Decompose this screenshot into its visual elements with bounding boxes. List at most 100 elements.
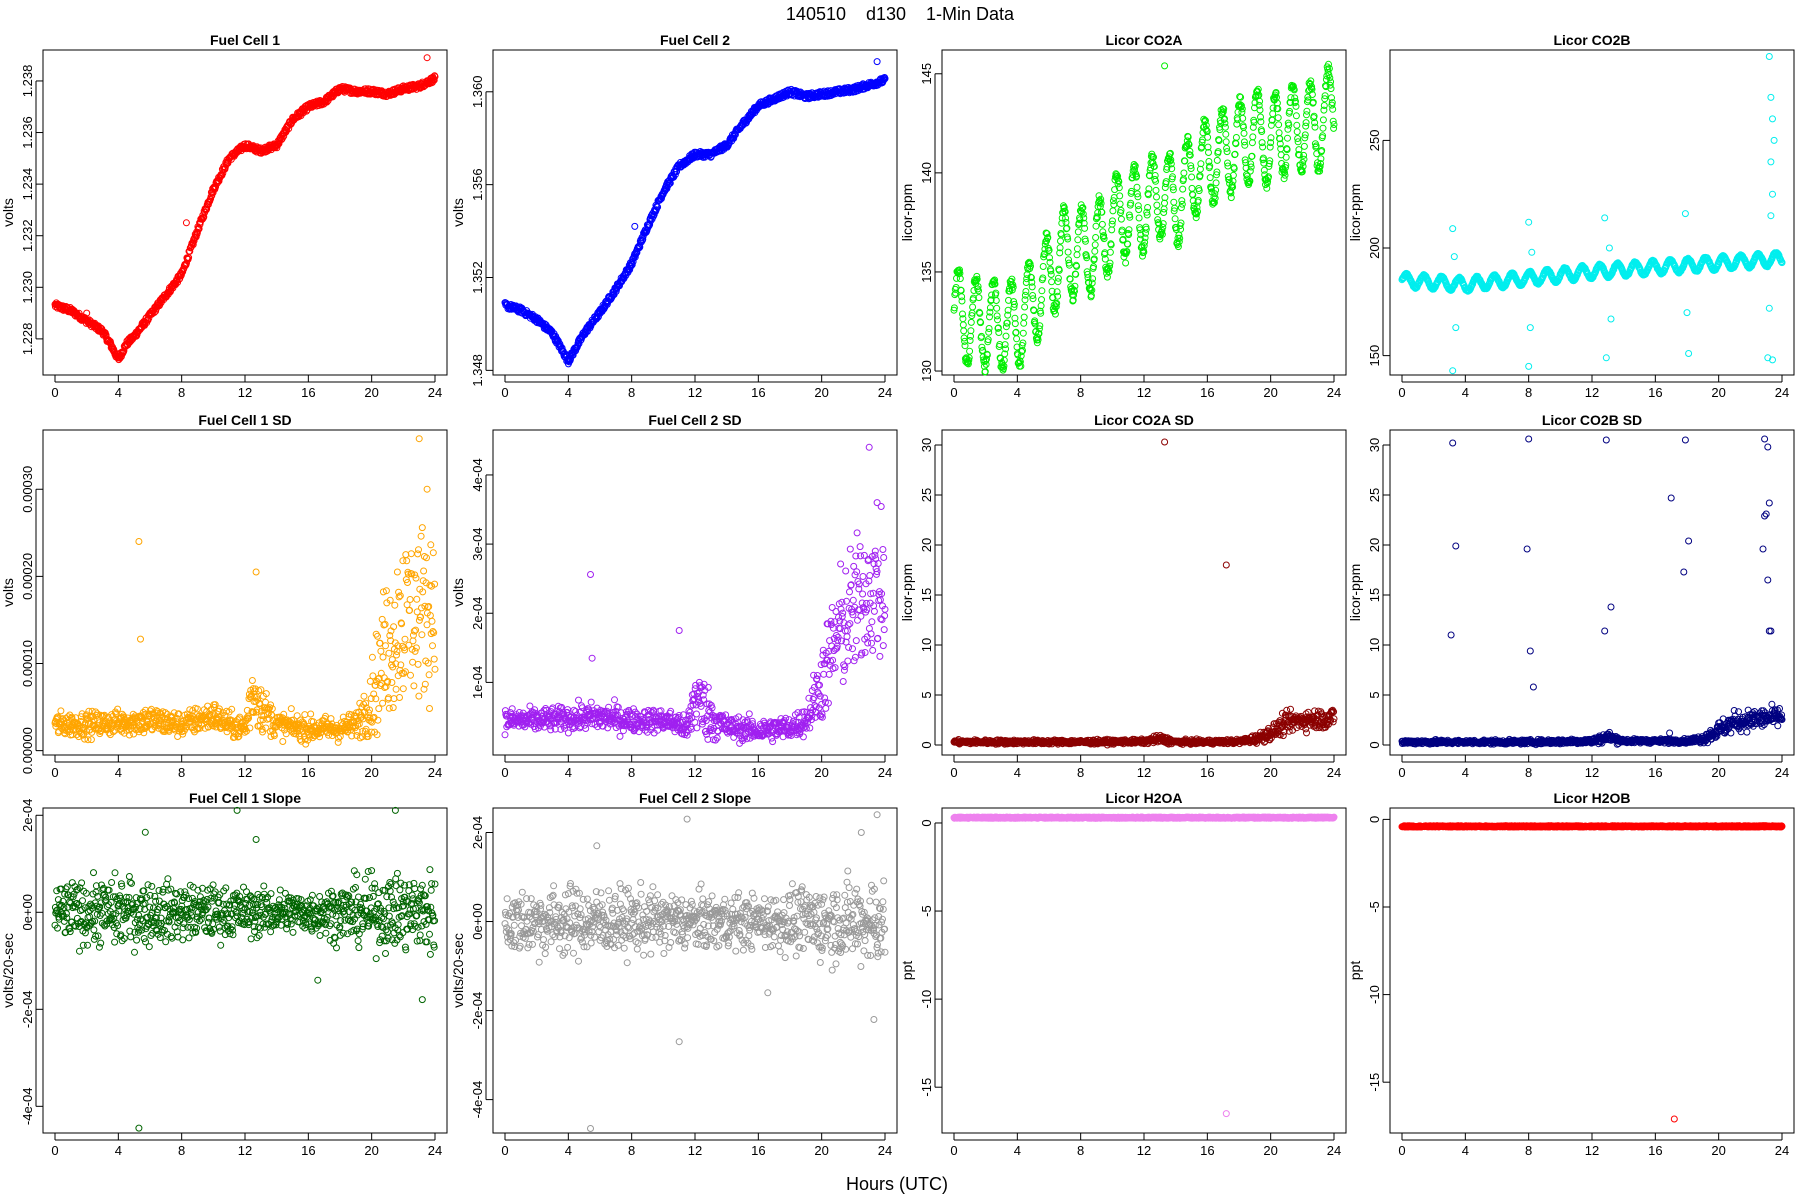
data-point [1075, 219, 1083, 227]
data-point [417, 532, 425, 540]
y-tick-label: 2e-04 [470, 597, 485, 630]
y-tick-label: 1.228 [20, 323, 35, 356]
data-point [396, 592, 404, 600]
data-point [1089, 275, 1097, 283]
data-point [426, 705, 433, 712]
x-tick-label: 24 [1775, 385, 1789, 400]
data-point [1303, 107, 1311, 115]
data-point [1140, 248, 1148, 256]
data-point [1090, 263, 1097, 271]
data-point [1158, 230, 1166, 238]
data-point [1020, 319, 1028, 327]
data-point [1140, 242, 1148, 250]
data-point [1213, 156, 1221, 164]
x-tick-label: 12 [688, 385, 702, 400]
data-point [1116, 192, 1124, 200]
data-point [375, 705, 383, 713]
x-tick-label: 24 [878, 385, 892, 400]
data-point [1240, 138, 1248, 146]
chart-title: Fuel Cell 1 SD [198, 412, 291, 428]
data-point [961, 342, 969, 350]
data-point [999, 363, 1007, 371]
x-tick-label: 8 [1525, 385, 1532, 400]
data-point [1158, 226, 1166, 234]
data-point-outlier [1525, 218, 1533, 226]
data-point [1064, 235, 1072, 243]
x-tick-label: 12 [1585, 385, 1599, 400]
data-point [1131, 166, 1138, 174]
data-point [998, 361, 1006, 369]
data-point-outlier [1765, 53, 1773, 60]
data-point [377, 647, 385, 655]
data-point [1202, 117, 1209, 125]
data-point [996, 341, 1004, 348]
data-point [991, 276, 999, 284]
plot-frame [1389, 49, 1795, 376]
data-point-outlier [1605, 244, 1613, 252]
data-point [307, 710, 315, 718]
y-tick-label: 0.00010 [20, 640, 35, 687]
data-point [1011, 314, 1019, 322]
data-point [1246, 167, 1254, 175]
data-point [1204, 143, 1212, 151]
data-point [1010, 300, 1018, 308]
data-point [1027, 274, 1035, 282]
data-point [1027, 262, 1034, 270]
data-point [279, 738, 287, 745]
y-tick-label: 1.238 [20, 65, 35, 98]
data-point [1121, 249, 1129, 257]
data-point [666, 179, 674, 187]
data-point [1153, 201, 1161, 209]
data-point [1108, 220, 1116, 228]
data-point [1292, 112, 1300, 120]
data-point [1056, 249, 1064, 257]
data-point [1231, 150, 1239, 158]
data-point [1187, 165, 1195, 172]
data-point [186, 247, 194, 255]
data-point-outlier [1607, 315, 1615, 323]
data-point [1269, 110, 1277, 118]
data-point [1135, 206, 1143, 214]
data-point [968, 312, 976, 320]
data-point [1178, 200, 1186, 208]
data-point [407, 550, 415, 558]
data-point [203, 205, 211, 213]
data-point [1239, 114, 1247, 122]
data-point [1145, 185, 1153, 193]
data-point [1058, 219, 1066, 227]
x-tick-label: 4 [565, 385, 572, 400]
x-tick-label: 0 [950, 385, 957, 400]
y-tick-label: 1.234 [20, 168, 35, 201]
chart-title: Licor CO2A [1105, 32, 1182, 48]
data-point-outlier [182, 219, 190, 227]
y-tick-label: 0.00020 [20, 553, 35, 600]
data-point [429, 642, 436, 650]
data-point [1153, 208, 1161, 216]
data-point [982, 360, 990, 368]
data-point [1153, 193, 1160, 201]
data-point [420, 567, 428, 575]
data-point [1187, 162, 1195, 170]
data-point [1131, 162, 1139, 170]
data-point [1119, 235, 1127, 243]
y-tick-label: 135 [919, 261, 934, 283]
data-point [1118, 226, 1126, 234]
data-point [1109, 197, 1117, 205]
data-point [385, 649, 393, 657]
data-point [1185, 151, 1193, 159]
data-point [410, 682, 418, 690]
data-point [415, 546, 422, 554]
data-point [988, 291, 996, 299]
data-point [1073, 262, 1081, 270]
y-axis-label: licor-ppm [1347, 184, 1363, 242]
data-point [1012, 328, 1020, 336]
data-point [1097, 195, 1105, 203]
data-point [1064, 248, 1072, 256]
data-point [1092, 222, 1100, 230]
data-point [389, 704, 397, 712]
data-point [881, 75, 889, 83]
x-tick-label: 20 [1263, 385, 1277, 400]
data-point [1054, 292, 1062, 300]
data-point [984, 336, 992, 344]
